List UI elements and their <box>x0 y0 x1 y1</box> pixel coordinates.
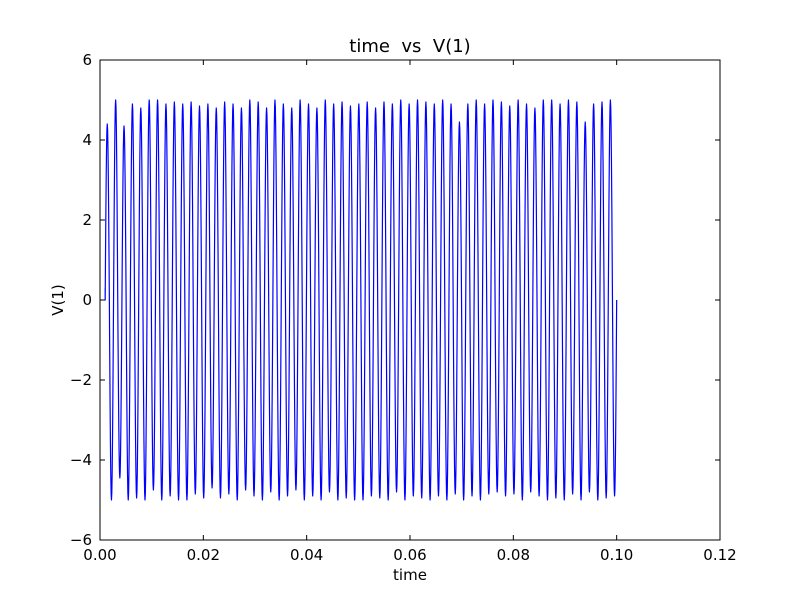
x-tick-label: 0.00 <box>83 546 116 564</box>
x-tick-label: 0.12 <box>703 546 736 564</box>
series-layer <box>104 99 618 501</box>
x-tick-label: 0.08 <box>497 546 530 564</box>
y-tick-label: 4 <box>82 131 92 149</box>
chart-title: time vs V(1) <box>349 36 470 57</box>
x-tick-label: 0.10 <box>600 546 633 564</box>
x-axis-ticks: 0.00 0.02 0.04 0.06 0.08 0.10 0.12 <box>83 60 737 564</box>
y-tick-label: −6 <box>70 531 92 549</box>
x-tick-label: 0.04 <box>290 546 323 564</box>
y-tick-label: 0 <box>82 291 92 309</box>
series-line <box>104 99 618 501</box>
y-tick-label: 2 <box>82 211 92 229</box>
y-axis-ticks: −6 −4 −2 0 2 4 6 <box>70 51 720 549</box>
y-tick-label: −4 <box>70 451 92 469</box>
x-tick-label: 0.02 <box>187 546 220 564</box>
x-axis-label: time <box>393 566 427 584</box>
y-tick-label: −2 <box>70 371 92 389</box>
plot-frame <box>99 59 721 541</box>
y-axis-label: V(1) <box>49 284 67 316</box>
x-tick-label: 0.06 <box>393 546 426 564</box>
y-tick-label: 6 <box>82 51 92 69</box>
